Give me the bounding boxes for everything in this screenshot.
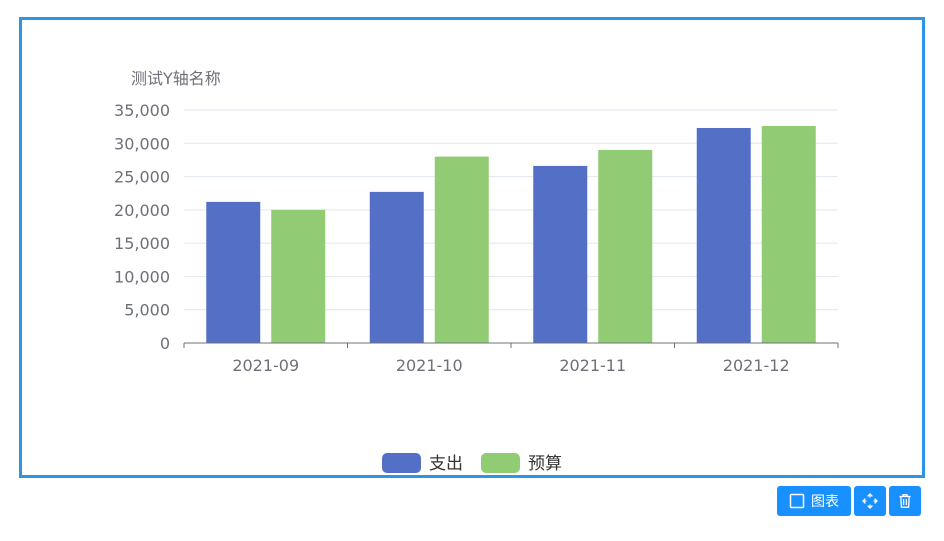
move-button[interactable] — [854, 486, 886, 516]
chart-type-button[interactable]: 图表 — [777, 486, 851, 516]
move-arrows-icon — [862, 493, 878, 509]
y-axis-title: 测试Y轴名称 — [131, 69, 221, 88]
y-tick-label: 15,000 — [114, 234, 170, 253]
bar-budget — [598, 149, 653, 343]
axes: 测试Y轴名称 0 5,000 10,000 15,000 20,000 25,000 30,0… — [114, 69, 839, 375]
delete-button[interactable] — [889, 486, 921, 516]
y-tick-label: 35,000 — [114, 101, 170, 120]
bar-spend — [696, 127, 751, 343]
bars — [206, 125, 816, 343]
bar-budget — [271, 209, 326, 343]
legend-swatch — [481, 453, 520, 473]
legend-label: 预算 — [528, 454, 562, 474]
legend-label: 支出 — [429, 454, 463, 474]
bar-budget — [761, 125, 816, 343]
y-tick-label: 0 — [160, 334, 170, 353]
x-tick-label: 2021-09 — [232, 356, 299, 375]
y-tick-label: 25,000 — [114, 168, 170, 187]
y-tick-label: 5,000 — [124, 301, 170, 320]
y-tick-label: 30,000 — [114, 134, 170, 153]
bar-budget — [434, 156, 489, 343]
bar-spend — [369, 191, 424, 343]
x-tick-label: 2021-12 — [723, 356, 790, 375]
bar-spend — [533, 165, 588, 343]
chart-toolbar: 图表 — [777, 486, 921, 516]
bar-spend — [206, 201, 261, 343]
legend: 支出 预算 — [382, 453, 562, 474]
x-tick-label: 2021-10 — [396, 356, 463, 375]
y-tick-label: 20,000 — [114, 201, 170, 220]
square-icon — [789, 493, 805, 509]
chart-type-label: 图表 — [811, 494, 839, 510]
legend-swatch — [382, 453, 421, 473]
trash-icon — [899, 494, 911, 508]
x-tick-label: 2021-11 — [559, 356, 626, 375]
y-tick-label: 10,000 — [114, 267, 170, 286]
